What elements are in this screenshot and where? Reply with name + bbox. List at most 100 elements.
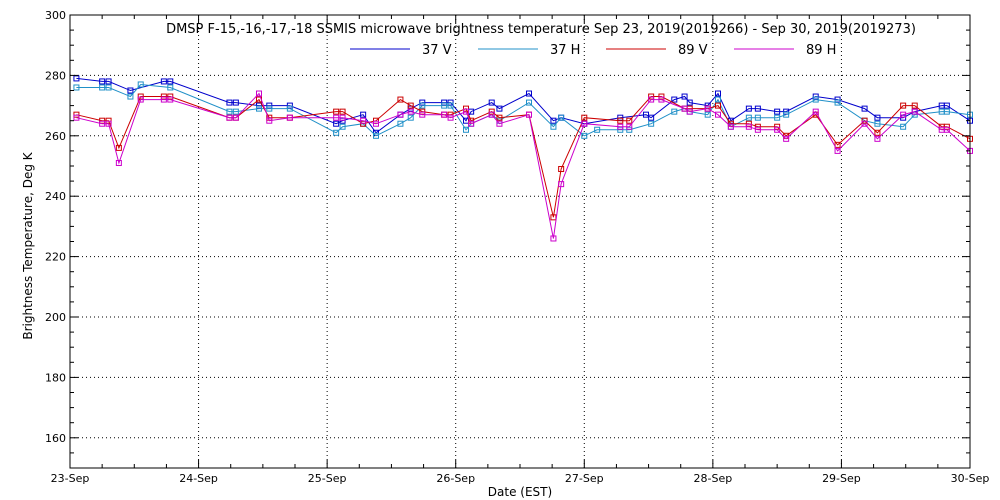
data-point: [333, 129, 340, 136]
data-point: [745, 123, 752, 130]
data-point: [99, 120, 106, 127]
data-point: [339, 114, 346, 121]
data-point: [526, 111, 532, 118]
data-point: [626, 126, 633, 133]
data-point: [648, 114, 655, 121]
y-tick-label: 180: [45, 371, 66, 384]
data-point: [874, 114, 881, 121]
data-point: [419, 102, 426, 109]
data-point: [834, 141, 841, 148]
data-point: [911, 102, 918, 109]
data-point: [626, 117, 633, 124]
data-point: [783, 111, 790, 118]
data-point: [812, 108, 819, 115]
data-point: [463, 108, 469, 115]
data-point: [594, 126, 601, 133]
series-line: [76, 92, 971, 239]
data-point: [447, 114, 454, 121]
data-point: [754, 123, 761, 130]
series-line: [76, 83, 971, 137]
grid-lines: [70, 15, 970, 468]
y-tick-label: 280: [45, 69, 66, 82]
data-point: [441, 111, 448, 118]
y-tick-label: 300: [45, 9, 66, 22]
data-point: [73, 75, 80, 82]
data-point: [900, 111, 907, 118]
y-tick-label: 160: [45, 432, 66, 445]
data-point: [160, 78, 167, 85]
data-point: [874, 120, 881, 127]
data-point: [754, 114, 761, 121]
data-point: [526, 99, 532, 106]
data-point: [617, 126, 624, 133]
data-point: [874, 135, 881, 142]
series-89-v: [73, 93, 973, 221]
data-point: [581, 120, 588, 127]
data-point: [874, 129, 881, 136]
legend: 37 V 37 H 89 V 89 H: [350, 43, 836, 58]
data-point: [441, 102, 448, 109]
data-point: [643, 111, 649, 118]
data-point: [900, 102, 907, 109]
legend-entry: 89 V: [678, 43, 708, 58]
y-tick-label: 240: [45, 190, 66, 203]
data-point: [115, 159, 122, 166]
data-point: [286, 105, 293, 112]
data-point: [463, 126, 469, 133]
data-point: [167, 96, 174, 103]
x-tick-label: 27-Sep: [565, 472, 604, 485]
data-point: [167, 78, 174, 85]
data-point: [397, 96, 404, 103]
data-point: [774, 126, 781, 133]
data-point: [360, 117, 367, 124]
data-point: [256, 90, 262, 97]
data-point: [105, 84, 112, 91]
data-point: [774, 114, 781, 121]
data-point: [333, 120, 340, 127]
data-point: [488, 108, 495, 115]
data-point: [671, 96, 678, 103]
legend-entry: 37 H: [550, 43, 580, 58]
data-point: [105, 78, 112, 85]
data-point: [160, 96, 167, 103]
data-point: [226, 99, 233, 106]
chart-title: DMSP F-15,-16,-17,-18 SSMIS microwave br…: [166, 22, 916, 37]
data-point: [704, 111, 711, 118]
data-point: [73, 111, 80, 118]
data-point: [266, 105, 273, 112]
data-point: [727, 123, 734, 130]
data-point: [834, 96, 841, 103]
data-point: [407, 102, 414, 109]
data-point: [105, 120, 112, 127]
data-point: [115, 144, 122, 151]
data-point: [834, 147, 841, 154]
data-point: [745, 114, 752, 121]
data-point: [812, 93, 819, 100]
data-point: [774, 108, 781, 115]
data-point: [73, 84, 80, 91]
data-point: [127, 87, 134, 94]
data-point: [99, 78, 106, 85]
data-point: [256, 105, 262, 112]
series-line: [76, 77, 971, 134]
x-tick-label: 25-Sep: [308, 472, 347, 485]
data-point: [550, 235, 557, 242]
data-point: [715, 96, 721, 103]
data-point: [339, 108, 346, 115]
data-point: [232, 114, 239, 121]
data-point: [226, 108, 233, 115]
series-line: [76, 96, 971, 218]
data-point: [558, 114, 565, 121]
data-point: [226, 114, 233, 121]
data-point: [407, 108, 414, 115]
data-point: [671, 108, 678, 115]
data-point: [73, 114, 80, 121]
data-point: [496, 105, 503, 112]
data-point: [468, 120, 475, 127]
data-point: [617, 117, 624, 124]
x-tick-label: 30-Sep: [951, 472, 990, 485]
data-point: [526, 90, 532, 97]
y-tick-label: 260: [45, 130, 66, 143]
data-point: [419, 99, 426, 106]
data-point: [834, 99, 841, 106]
